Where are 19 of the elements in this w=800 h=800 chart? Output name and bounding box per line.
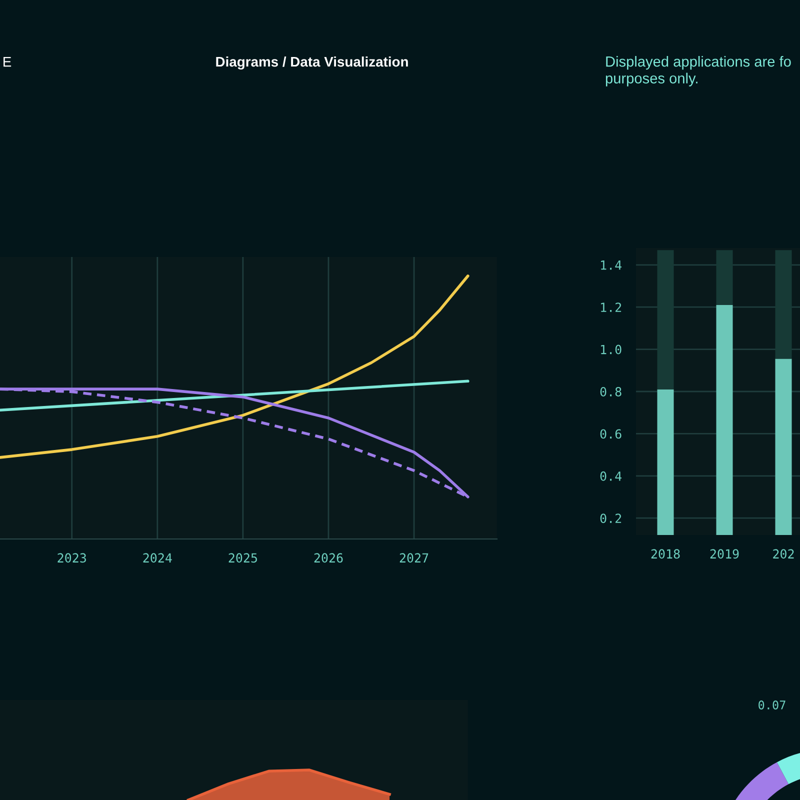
- y-tick-label: 1.2: [601, 302, 622, 312]
- text: 0.07: [758, 700, 786, 710]
- y-tick-label: 1.0: [601, 344, 622, 354]
- y-tick-label: 1.4: [601, 260, 622, 270]
- x-tick-label: 202: [773, 549, 794, 559]
- x-tick-label: 2018: [651, 549, 680, 559]
- x-tick-label: 2023: [58, 553, 86, 563]
- x-tick-label: 2019: [710, 549, 739, 559]
- y-tick-label: 0.6: [600, 429, 622, 439]
- x-tick-label: 2024: [143, 553, 172, 563]
- y-tick-label: 0.4: [600, 471, 622, 481]
- text: Displayed applications are fo purposes only.: [606, 56, 791, 86]
- chart-title: Diagrams / Data Visualization: [216, 56, 408, 70]
- y-tick-label: 0.8: [600, 387, 622, 396]
- x-tick-label: 2027: [400, 553, 428, 563]
- y-tick-label: 0.2: [600, 514, 622, 524]
- text: E: [4, 57, 12, 67]
- x-tick-label: 2025: [228, 553, 257, 563]
- x-tick-label: 2026: [314, 553, 343, 563]
